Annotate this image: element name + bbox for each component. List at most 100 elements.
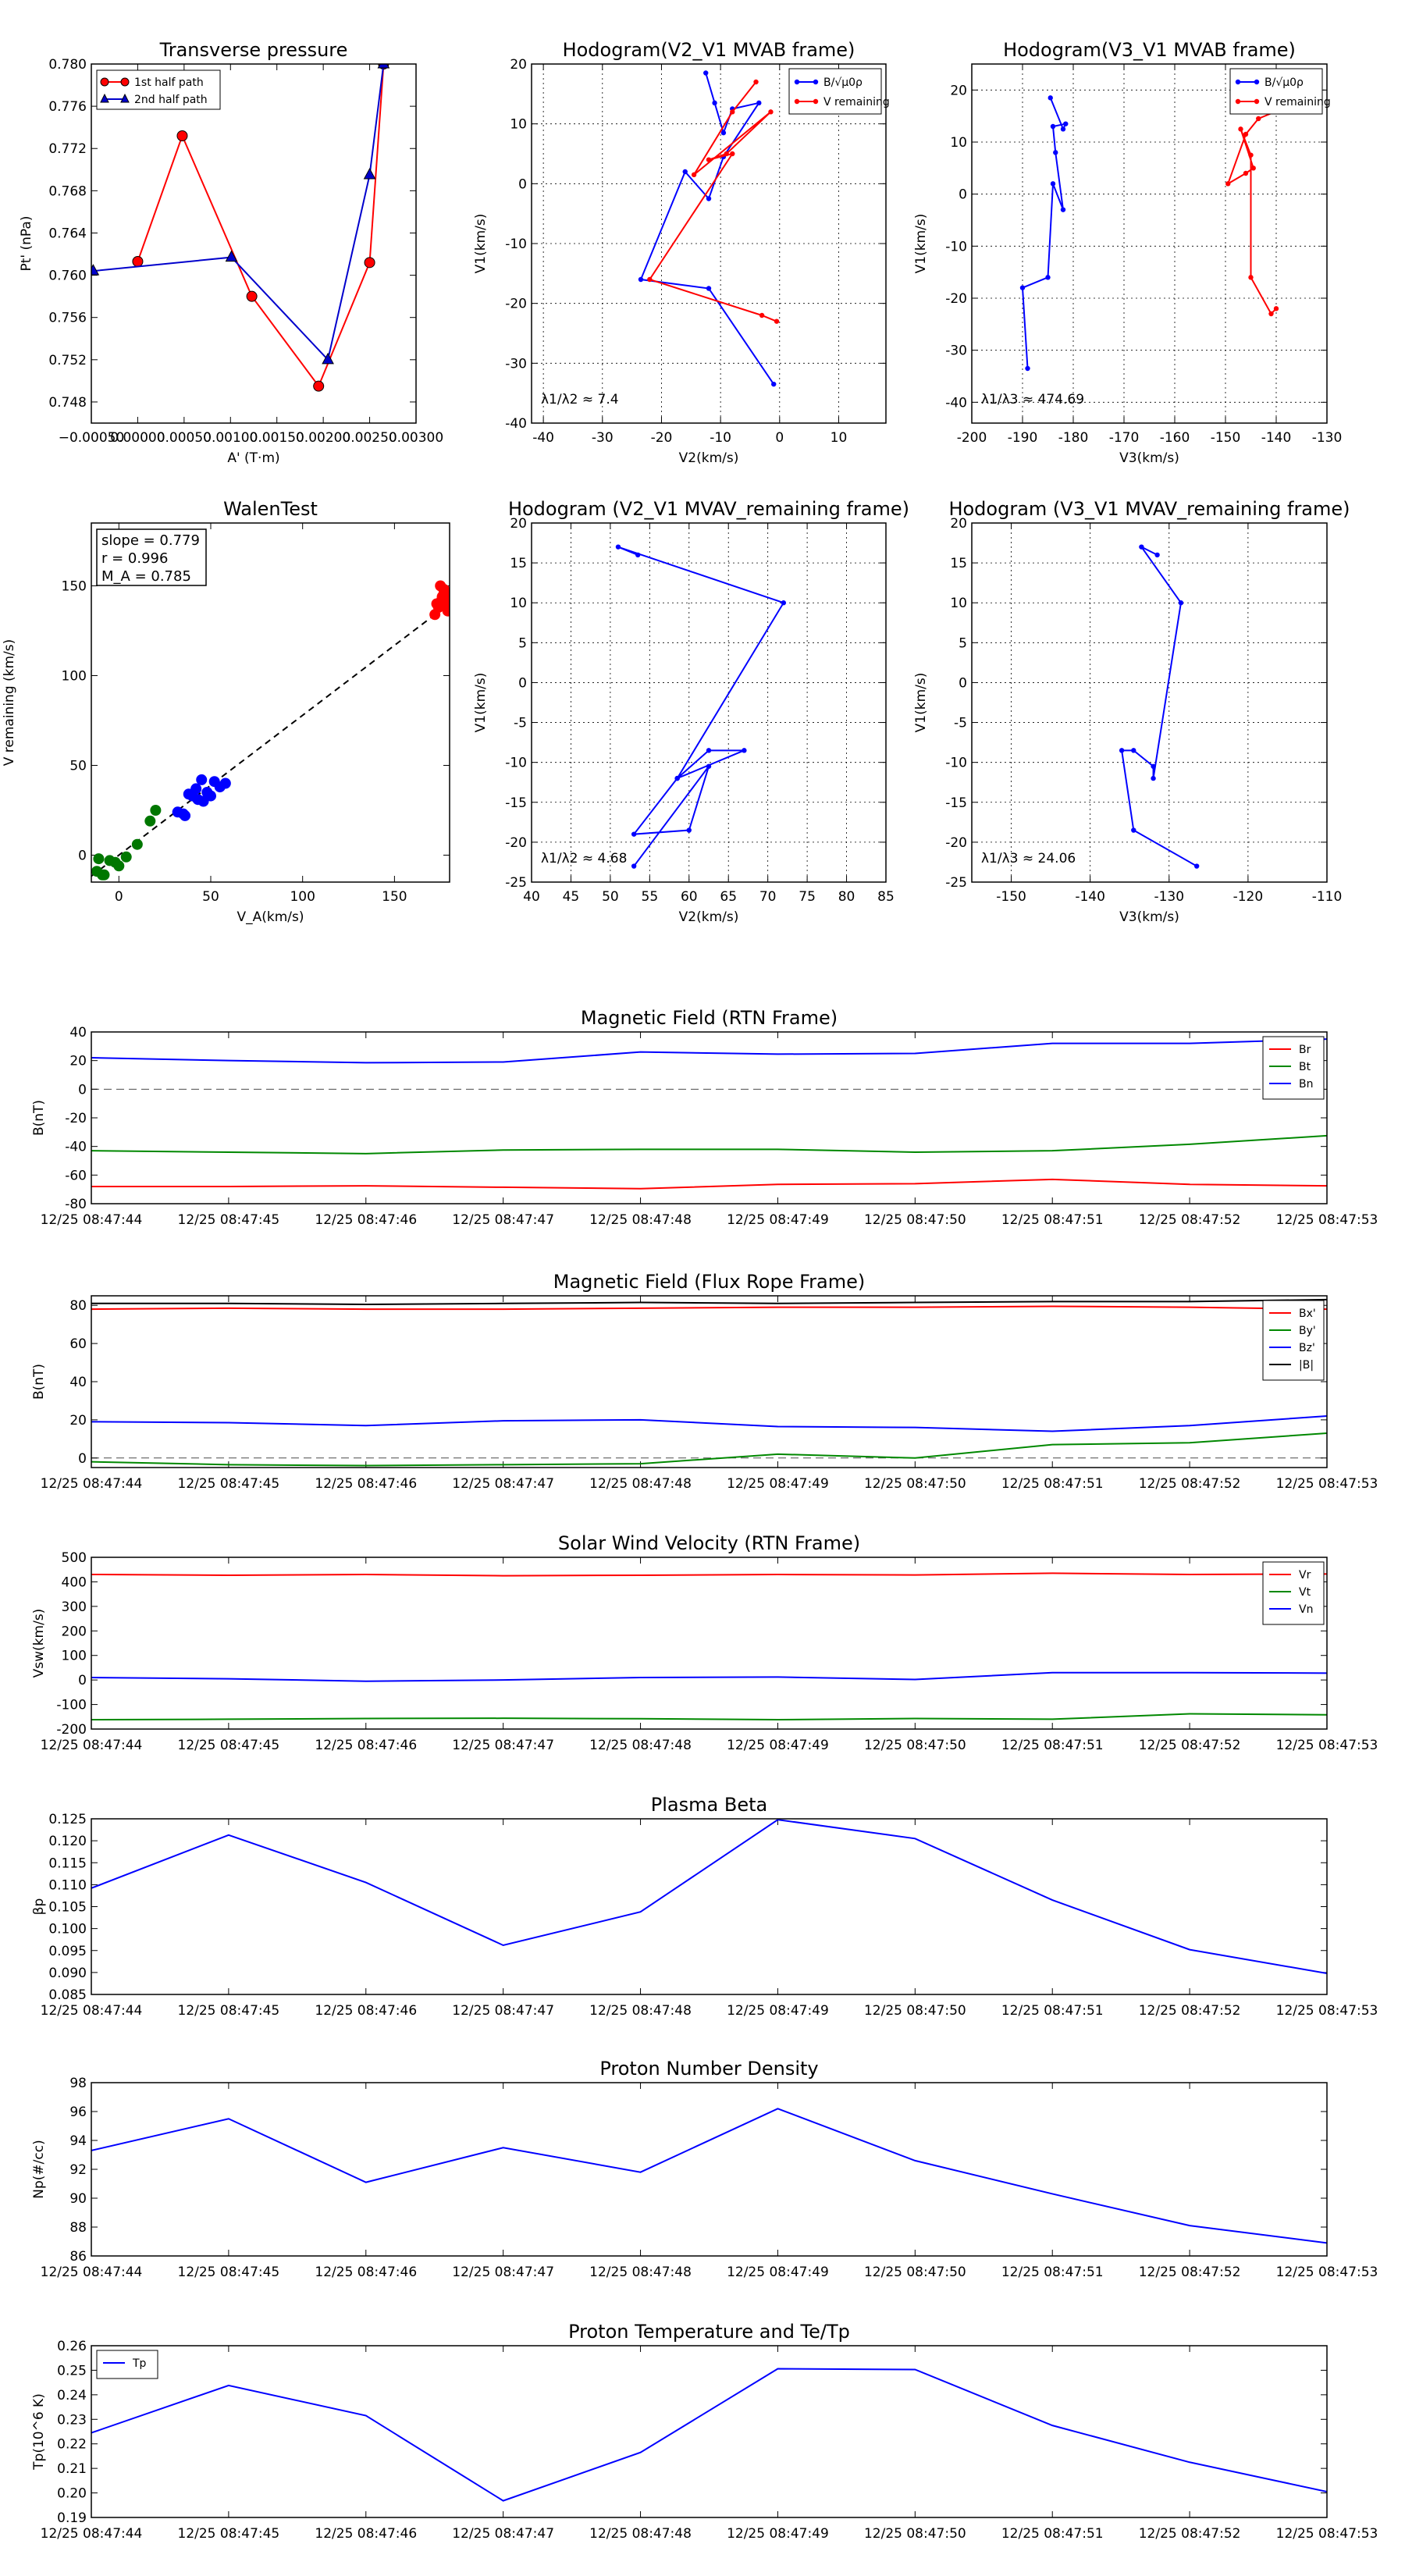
series-line-Br [91, 1178, 1327, 1190]
y-tick-label: 0 [78, 1082, 87, 1098]
data-point [706, 748, 712, 753]
y-tick-label: 150 [62, 579, 87, 595]
legend-box [96, 2350, 158, 2379]
data-point [682, 169, 688, 175]
legend-label: B/√μ0ρ [1264, 76, 1304, 89]
x-tick-label: 12/25 08:47:51 [1001, 1476, 1104, 1492]
x-tick-label: 60 [681, 889, 698, 905]
x-tick-label: 12/25 08:47:48 [589, 1476, 692, 1492]
x-tick-label: 12/25 08:47:50 [864, 1738, 966, 1753]
data-point [635, 552, 641, 558]
stats-frame [96, 528, 207, 586]
fit-line [91, 603, 450, 877]
data-point [1248, 152, 1254, 158]
data-point [1273, 306, 1279, 311]
y-tick-label: 500 [62, 1550, 87, 1566]
y-tick-label: 0.25 [57, 2363, 87, 2379]
plot-frame [91, 2345, 1328, 2518]
x-tick-label: 12/25 08:47:53 [1276, 1212, 1378, 1228]
y-tick-label: 60 [69, 1336, 87, 1352]
data-point [1248, 275, 1254, 280]
x-tick-label: 12/25 08:47:44 [41, 2265, 143, 2280]
x-tick-label: 12/25 08:47:51 [1001, 2003, 1104, 2019]
chart-tp: Transverse pressure 0.748 0.752 0.756 0.760 0… [19, 39, 443, 466]
y-tick-label: 200 [62, 1624, 87, 1639]
y-tick-label: 0.125 [48, 1812, 87, 1827]
series-line-Vt [91, 1713, 1327, 1721]
data-point [706, 286, 712, 291]
data-point [1119, 748, 1125, 753]
legend-box [1262, 1036, 1325, 1100]
chart-vsw: Solar Wind Velocity (RTN Frame) -200 -100 0… [31, 1532, 1378, 1753]
plot-frame [971, 522, 1328, 883]
x-tick-label: 12/25 08:47:49 [727, 2265, 829, 2280]
data-point [322, 352, 334, 365]
legend-marker [100, 77, 109, 87]
legend-label: Vn [1299, 1603, 1313, 1616]
legend-marker [1254, 79, 1260, 85]
data-point [703, 70, 709, 76]
x-tick-label: 12/25 08:47:50 [864, 1476, 966, 1492]
x-tick-label: -130 [1154, 889, 1184, 905]
x-tick-label: 12/25 08:47:47 [452, 1212, 554, 1228]
y-tick-label: 0.22 [57, 2437, 87, 2453]
y-tick-label: 0.772 [48, 141, 87, 157]
y-tick-label: 96 [69, 2105, 87, 2120]
y-tick-label: 88 [69, 2220, 87, 2236]
x-tick-label: -30 [592, 430, 614, 446]
x-tick-label: 12/25 08:47:49 [727, 1476, 829, 1492]
series-line [1021, 97, 1068, 369]
y-tick-label: -100 [56, 1698, 87, 1713]
data-point [1154, 552, 1160, 558]
y-tick-label: 0 [78, 1451, 87, 1467]
x-axis-label: V_A(km/s) [237, 909, 304, 925]
data-point [1139, 544, 1144, 550]
series-line-Bz' [91, 1415, 1327, 1432]
y-tick-label: 94 [69, 2133, 87, 2149]
x-tick-label: 12/25 08:47:53 [1276, 2265, 1378, 2280]
y-tick-label: 86 [69, 2249, 87, 2265]
y-tick-label: 0.780 [48, 57, 87, 73]
series-line [1120, 546, 1197, 867]
data-point [1256, 116, 1261, 122]
x-tick-label: 12/25 08:47:45 [178, 1476, 280, 1492]
plot-frame [971, 63, 1328, 424]
data-point [177, 808, 189, 820]
data-point [225, 250, 238, 262]
x-axis-label: V2(km/s) [679, 450, 739, 466]
y-tick-label: -5 [954, 716, 967, 731]
y-tick-label: 0.768 [48, 183, 87, 199]
data-point [631, 863, 637, 869]
y-tick-label: 0.120 [48, 1834, 87, 1849]
data-point [438, 584, 450, 596]
data-point [1268, 311, 1274, 317]
stats-line: r = 0.996 [101, 550, 168, 567]
series-line-Vr [91, 1572, 1327, 1577]
legend-label: Bn [1299, 1078, 1313, 1091]
legend-box [1229, 68, 1323, 115]
y-tick-label: 15 [950, 556, 967, 571]
y-tick-label: 400 [62, 1574, 87, 1590]
x-tick-label: 12/25 08:47:45 [178, 1738, 280, 1753]
x-tick-label: 12/25 08:47:46 [315, 2265, 417, 2280]
y-tick-label: 98 [69, 2076, 87, 2091]
data-point [1151, 763, 1156, 769]
x-tick-label: 12/25 08:47:49 [727, 2526, 829, 2542]
y-tick-label: 15 [510, 556, 527, 571]
x-tick-label: 55 [642, 889, 659, 905]
x-tick-label: 12/25 08:47:44 [41, 2003, 143, 2019]
y-tick-label: 20 [510, 516, 527, 532]
data-point [377, 64, 390, 69]
legend-marker [1254, 98, 1260, 105]
y-tick-label: 40 [69, 1375, 87, 1390]
y-tick-label: 0.24 [57, 2388, 87, 2403]
y-tick-label: -40 [945, 395, 967, 411]
y-tick-label: 0.760 [48, 269, 87, 284]
x-tick-label: −0.00050 [59, 430, 125, 446]
x-tick-label: -150 [996, 889, 1026, 905]
data-point [144, 815, 156, 827]
x-tick-label: -40 [532, 430, 554, 446]
y-tick-label: 20 [69, 1413, 87, 1429]
x-tick-label: 0.00100 [203, 430, 258, 446]
data-point [196, 774, 208, 785]
